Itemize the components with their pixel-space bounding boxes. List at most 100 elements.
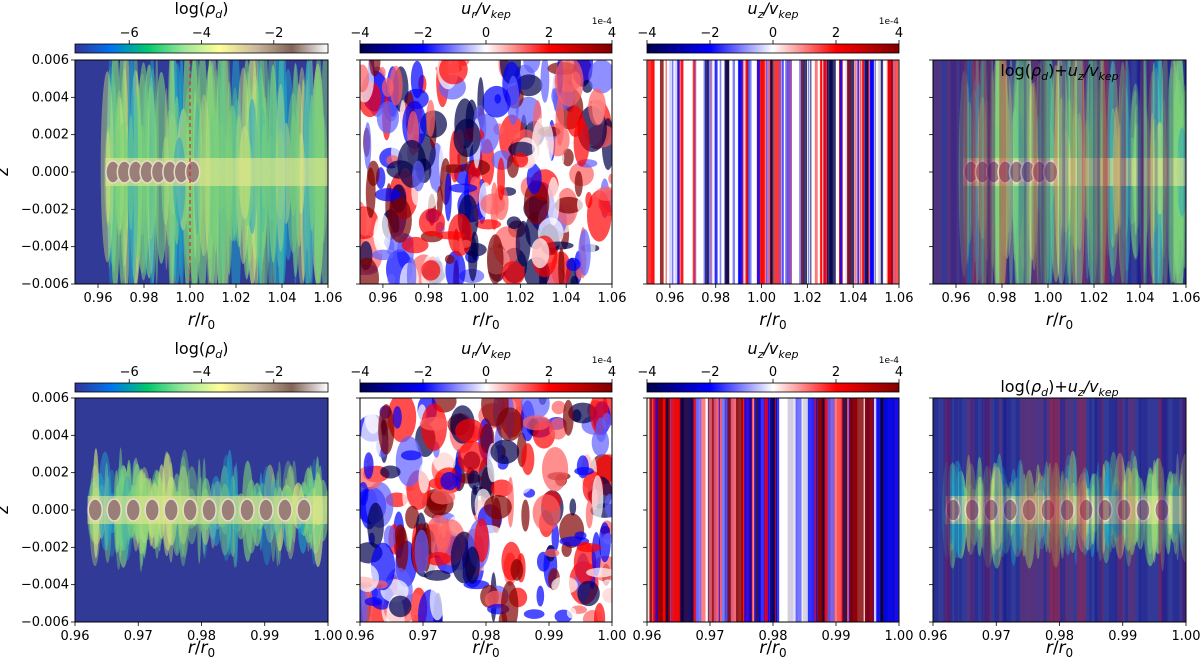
- velocity-patch: [490, 479, 513, 498]
- velocity-stripe: [774, 398, 776, 622]
- velocity-stripe: [776, 60, 782, 284]
- velocity-patch: [540, 60, 550, 103]
- velocity-stripe: [859, 60, 861, 284]
- x-tick-label: 0.98: [414, 291, 443, 306]
- velocity-overlay-stripe: [1101, 398, 1104, 622]
- velocity-patch: [496, 407, 524, 442]
- x-tick-label: 0.97: [409, 629, 438, 644]
- velocity-stripe: [870, 60, 874, 284]
- velocity-stripe: [835, 398, 842, 622]
- x-tick-label: 0.96: [633, 629, 662, 644]
- dust-clump: [1002, 498, 1018, 522]
- x-tick-label: 1.00: [747, 291, 776, 306]
- velocity-overlay-stripe: [943, 398, 951, 622]
- velocity-stripe: [679, 60, 683, 284]
- velocity-stripe: [875, 60, 881, 284]
- velocity-patch: [573, 118, 590, 167]
- dust-clump: [945, 498, 961, 522]
- velocity-stripe: [776, 398, 788, 622]
- velocity-stripe: [824, 398, 828, 622]
- dust-clump: [964, 498, 980, 522]
- velocity-patch: [497, 157, 505, 201]
- colorbar-tick-label: −2: [700, 365, 719, 380]
- panel-r1-c0: log(ρd) −6 −4 −2 0.96 0.97 0.98 0.99 1.00 r/r0 0.0…: [0, 339, 342, 660]
- velocity-patch: [374, 188, 401, 202]
- colorbar-scale-label: 1e-4: [592, 17, 613, 27]
- velocity-patch: [588, 88, 607, 126]
- velocity-overlay-stripe: [1018, 60, 1022, 284]
- velocity-overlay-stripe: [1068, 398, 1074, 622]
- velocity-stripe: [873, 398, 880, 622]
- velocity-overlay-stripe: [999, 60, 1008, 284]
- velocity-overlay-stripe: [1115, 398, 1123, 622]
- velocity-overlay-stripe: [1120, 60, 1126, 284]
- y-tick-label: −0.004: [21, 240, 69, 255]
- velocity-overlay-stripe: [1076, 60, 1083, 284]
- velocity-patch: [484, 494, 512, 520]
- velocity-stripe: [735, 398, 740, 622]
- velocity-patch: [360, 64, 369, 93]
- y-tick-label: 0.004: [32, 90, 69, 105]
- velocity-overlay-stripe: [947, 398, 953, 622]
- velocity-stripe: [647, 60, 653, 284]
- velocity-patch: [510, 558, 524, 581]
- velocity-stripe: [699, 398, 706, 622]
- velocity-stripe: [756, 60, 760, 284]
- velocity-stripe: [814, 60, 817, 284]
- velocity-patch: [365, 167, 376, 219]
- dust-clump: [163, 498, 179, 522]
- velocity-overlay-stripe: [1076, 398, 1082, 622]
- velocity-patch: [595, 417, 607, 443]
- velocity-overlay-stripe: [983, 60, 990, 284]
- x-tick-label: 0.98: [130, 291, 159, 306]
- y-tick-label: 0.002: [32, 128, 69, 143]
- velocity-overlay-stripe: [1094, 60, 1101, 284]
- velocity-stripe: [682, 60, 687, 284]
- colorbar-tick-label: 0: [482, 26, 490, 41]
- x-axis-label: r/r0: [188, 638, 215, 660]
- velocity-patch: [482, 85, 511, 118]
- velocity-patch: [531, 117, 554, 170]
- velocity-stripe: [807, 60, 810, 284]
- velocity-patch: [455, 418, 485, 443]
- velocity-overlay-stripe: [1138, 398, 1141, 622]
- velocity-overlay-stripe: [972, 60, 980, 284]
- colorbar-tick-label: 4: [608, 26, 616, 41]
- velocity-overlay-stripe: [1007, 60, 1013, 284]
- velocity-overlay-stripe: [970, 60, 977, 284]
- velocity-patch: [562, 399, 574, 436]
- velocity-stripe: [764, 398, 768, 622]
- dust-clump: [1042, 160, 1059, 184]
- panel-r0-c0: log(ρd) −6 −4 −2 0.96 0.98 1.00 1.02 1.04 1.06 r/r…: [0, 0, 342, 332]
- velocity-patch: [364, 597, 383, 607]
- velocity-overlay-stripe: [1083, 398, 1087, 622]
- panel-title: log(ρd)+uz/vkep: [1000, 377, 1118, 399]
- velocity-overlay-stripe: [1076, 398, 1084, 622]
- velocity-overlay-stripe: [1172, 398, 1180, 622]
- velocity-overlay-stripe: [1060, 398, 1066, 622]
- velocity-stripe: [779, 60, 782, 284]
- velocity-overlay-stripe: [971, 398, 975, 622]
- velocity-stripe: [665, 398, 669, 622]
- velocity-patch: [394, 524, 407, 548]
- velocity-overlay-stripe: [1119, 398, 1122, 622]
- x-axis-label: r/r0: [472, 310, 499, 332]
- y-tick-label: 0.002: [32, 466, 69, 481]
- velocity-overlay-stripe: [1113, 60, 1120, 284]
- velocity-overlay-stripe: [1004, 398, 1012, 622]
- velocity-overlay-stripe: [959, 60, 967, 284]
- velocity-patch: [372, 249, 394, 261]
- velocity-patch: [591, 531, 601, 577]
- velocity-overlay-stripe: [1140, 398, 1148, 622]
- velocity-overlay-stripe: [960, 60, 966, 284]
- velocity-stripe: [893, 60, 898, 284]
- velocity-overlay-stripe: [1082, 60, 1086, 284]
- dust-clump: [1097, 498, 1113, 522]
- velocity-overlay-stripe: [1062, 398, 1066, 622]
- velocity-patch: [369, 60, 381, 77]
- velocity-patch: [554, 196, 583, 214]
- velocity-overlay-stripe: [933, 398, 939, 622]
- velocity-stripe: [707, 60, 712, 284]
- x-tick-label: 0.98: [988, 291, 1017, 306]
- velocity-overlay-stripe: [981, 398, 986, 622]
